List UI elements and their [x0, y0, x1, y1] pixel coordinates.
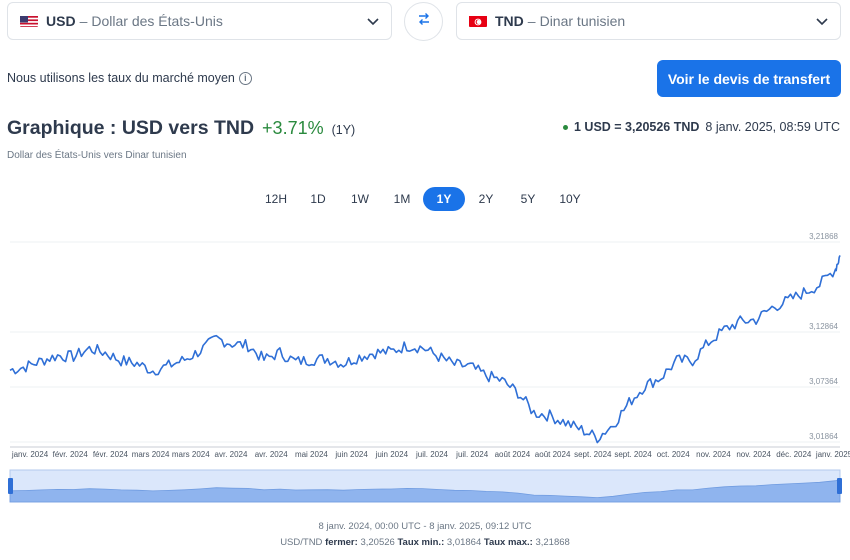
to-currency-code: TND	[495, 13, 524, 29]
page-title: Graphique : USD vers TND	[7, 117, 255, 139]
y-tick-label: 3,07364	[809, 377, 838, 386]
chart-subtitle: Dollar des États-Unis vers Dinar tunisie…	[7, 150, 187, 161]
to-currency-dash: –	[527, 13, 536, 29]
x-tick-label: août 2024	[535, 450, 571, 459]
tab-12h[interactable]: 12H	[264, 192, 287, 206]
current-rate: 1 USD = 3,20526 TND 8 janv. 2025, 08:59 …	[563, 120, 840, 134]
x-tick-label: oct. 2024	[657, 450, 690, 459]
x-tick-label: mars 2024	[132, 450, 170, 459]
current-rate-timestamp: 8 janv. 2025, 08:59 UTC	[705, 120, 840, 134]
tab-1m[interactable]: 1M	[393, 192, 411, 206]
min-label: Taux min.:	[397, 537, 445, 548]
from-currency-dash: –	[79, 13, 88, 29]
chart-stats: USD/TND fermer: 3,20526 Taux min.: 3,018…	[0, 537, 850, 548]
stats-pair: USD/TND	[280, 537, 323, 548]
x-tick-label: déc. 2024	[776, 450, 812, 459]
tunisia-flag-icon	[469, 15, 487, 27]
x-tick-label: nov. 2024	[696, 450, 731, 459]
max-label: Taux max.:	[483, 537, 533, 548]
navigator-handle-right	[837, 478, 842, 494]
navigator-area	[9, 478, 841, 503]
rate-chart[interactable]: 3,01864 3,07364 3,12864 3,21868 janv. 2024 fé…	[0, 226, 850, 511]
x-tick-label: mars 2024	[172, 450, 210, 459]
x-tick-label: janv. 2024	[11, 450, 49, 459]
x-tick-label: sept. 2024	[614, 450, 652, 459]
navigator-handle-left	[8, 478, 13, 494]
x-tick-label: juil. 2024	[415, 450, 449, 459]
x-tick-label: avr. 2024	[255, 450, 288, 459]
tab-2y[interactable]: 2Y	[478, 192, 494, 206]
x-tick-label: nov. 2024	[736, 450, 771, 459]
mid-market-text: Nous utilisons les taux du marché moyen	[7, 71, 235, 85]
x-tick-label: juin 2024	[334, 450, 368, 459]
tab-5y[interactable]: 5Y	[520, 192, 536, 206]
info-icon[interactable]: i	[238, 71, 252, 85]
x-tick-label: févr. 2024	[93, 450, 129, 459]
x-tick-label: janv. 2025	[815, 450, 850, 459]
x-tick-label: juin 2024	[375, 450, 409, 459]
min-value: 3,01864	[446, 537, 482, 548]
y-tick-label: 3,21868	[809, 232, 838, 241]
tab-1w[interactable]: 1W	[351, 192, 369, 206]
tab-1d[interactable]: 1D	[310, 192, 326, 206]
mid-market-note: Nous utilisons les taux du marché moyen …	[7, 71, 252, 85]
transfer-quote-button[interactable]: Voir le devis de transfert	[657, 60, 841, 97]
current-rate-pair: 1 USD = 3,20526 TND	[574, 120, 700, 134]
x-tick-label: avr. 2024	[215, 450, 248, 459]
period-tabs: 12H 1D 1W 1M 1Y 2Y 5Y 10Y	[255, 187, 591, 211]
from-currency-name: Dollar des États-Unis	[91, 13, 223, 29]
chart-range: 8 janv. 2024, 00:00 UTC - 8 janv. 2025, …	[318, 521, 532, 532]
y-tick-label: 3,12864	[809, 322, 838, 331]
max-value: 3,21868	[535, 537, 570, 548]
x-tick-label: sept. 2024	[574, 450, 612, 459]
swap-arrows-icon	[416, 11, 432, 32]
live-dot-icon	[563, 124, 568, 130]
series-line	[9, 255, 841, 444]
to-currency-name: Dinar tunisien	[539, 13, 626, 29]
tab-1y[interactable]: 1Y	[423, 187, 465, 211]
x-tick-label: août 2024	[495, 450, 531, 459]
y-tick-label: 3,01864	[809, 432, 838, 441]
from-currency-code: USD	[46, 13, 76, 29]
change-period: (1Y)	[331, 123, 356, 137]
chart-header: Graphique : USD vers TND +3.71% (1Y)	[7, 117, 355, 140]
close-label: fermer:	[325, 537, 358, 548]
from-currency-select[interactable]: USD – Dollar des États-Unis	[7, 2, 392, 40]
tab-10y[interactable]: 10Y	[559, 192, 581, 206]
x-tick-label: mai 2024	[295, 450, 328, 459]
swap-currencies-button[interactable]	[404, 2, 443, 41]
close-value: 3,20526	[360, 537, 395, 548]
change-percent: +3.71%	[262, 118, 324, 138]
x-tick-label: févr. 2024	[53, 450, 89, 459]
chevron-down-icon	[814, 13, 830, 32]
x-tick-label: juil. 2024	[455, 450, 489, 459]
chevron-down-icon	[365, 13, 381, 32]
to-currency-select[interactable]: TND – Dinar tunisien	[456, 2, 841, 40]
us-flag-icon	[20, 15, 38, 27]
